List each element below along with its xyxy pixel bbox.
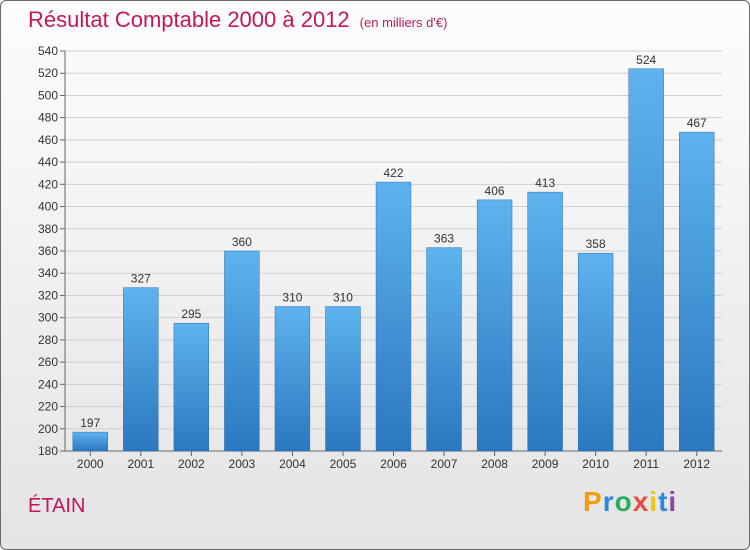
y-tick-label: 220 (38, 400, 58, 414)
bar-2010 (577, 252, 614, 452)
bar-2009 (527, 191, 563, 452)
y-tick-label: 520 (38, 66, 58, 80)
y-tick-label: 340 (38, 266, 58, 280)
x-tick-label-2002: 2002 (178, 457, 205, 471)
bar-2001 (123, 287, 159, 452)
y-tick-label: 540 (38, 44, 58, 58)
data-label-2004: 310 (282, 291, 302, 305)
logo-letter: i (649, 486, 659, 517)
data-label-2001: 327 (131, 272, 151, 286)
x-tick-label-2001: 2001 (127, 457, 154, 471)
chart-subtitle: (en milliers d'€) (359, 15, 448, 30)
bars (72, 68, 715, 452)
proxiti-logo[interactable]: Proxiti (583, 486, 677, 518)
y-tick-label: 360 (38, 244, 58, 258)
bar-2008 (476, 199, 513, 452)
y-tick-label: 480 (38, 111, 58, 125)
y-tick-label: 200 (38, 422, 58, 436)
y-tick-label: 500 (38, 88, 58, 102)
bar-2003 (224, 250, 260, 452)
bar-2000 (72, 431, 108, 452)
x-tick-label-2006: 2006 (380, 457, 407, 471)
labels: 180 200 220 240 260 280 300 320 340 360 380 400 420 4… (38, 44, 710, 471)
logo-letter: t (658, 486, 669, 517)
data-label-2010: 358 (586, 237, 606, 251)
y-tick-label: 260 (38, 355, 58, 369)
x-tick-label-2010: 2010 (582, 457, 609, 471)
y-tick-label: 460 (38, 133, 58, 147)
data-label-2000: 197 (80, 416, 100, 430)
x-tick-label-2005: 2005 (330, 457, 357, 471)
bar-2006 (375, 181, 412, 452)
bar-2005 (325, 306, 361, 452)
y-tick-label: 420 (38, 177, 58, 191)
chart-title: Résultat Comptable 2000 à 2012 (en millie… (28, 7, 447, 33)
logo-letter: r (602, 486, 615, 517)
x-tick-label-2004: 2004 (279, 457, 306, 471)
bar-2002 (173, 322, 210, 452)
data-label-2006: 422 (383, 166, 403, 180)
data-label-2012: 467 (687, 116, 707, 130)
bar-2004 (274, 306, 311, 452)
data-label-2003: 360 (232, 235, 252, 249)
town-name: ÉTAIN (28, 495, 86, 517)
y-tick-label: 320 (38, 288, 58, 302)
x-tick-label-2007: 2007 (431, 457, 458, 471)
logo-letter: o (614, 486, 633, 517)
y-tick-label: 400 (38, 200, 58, 214)
x-tick-label-2000: 2000 (77, 457, 104, 471)
y-tick-label: 440 (38, 155, 58, 169)
data-label-2009: 413 (535, 176, 555, 190)
bar-2012 (679, 131, 715, 452)
y-tick-label: 180 (38, 444, 58, 458)
x-tick-label-2008: 2008 (481, 457, 508, 471)
bar-2011 (628, 68, 664, 452)
logo-letter: P (583, 486, 603, 517)
logo-letter: i (668, 486, 678, 517)
x-tick-label-2012: 2012 (683, 457, 710, 471)
y-tick-label: 300 (38, 311, 58, 325)
x-tick-label-2003: 2003 (229, 457, 256, 471)
data-label-2011: 524 (636, 53, 656, 67)
y-tick-label: 380 (38, 222, 58, 236)
chart-title-text: Résultat Comptable 2000 à 2012 (28, 7, 350, 32)
data-label-2008: 406 (485, 184, 505, 198)
logo-letter: x (632, 486, 650, 517)
y-tick-label: 240 (38, 377, 58, 391)
data-label-2005: 310 (333, 291, 353, 305)
data-label-2007: 363 (434, 232, 454, 246)
data-label-2002: 295 (181, 307, 201, 321)
x-tick-label-2011: 2011 (633, 457, 659, 471)
y-tick-label: 280 (38, 333, 58, 347)
x-tick-label-2009: 2009 (532, 457, 559, 471)
bar-2007 (426, 247, 462, 452)
